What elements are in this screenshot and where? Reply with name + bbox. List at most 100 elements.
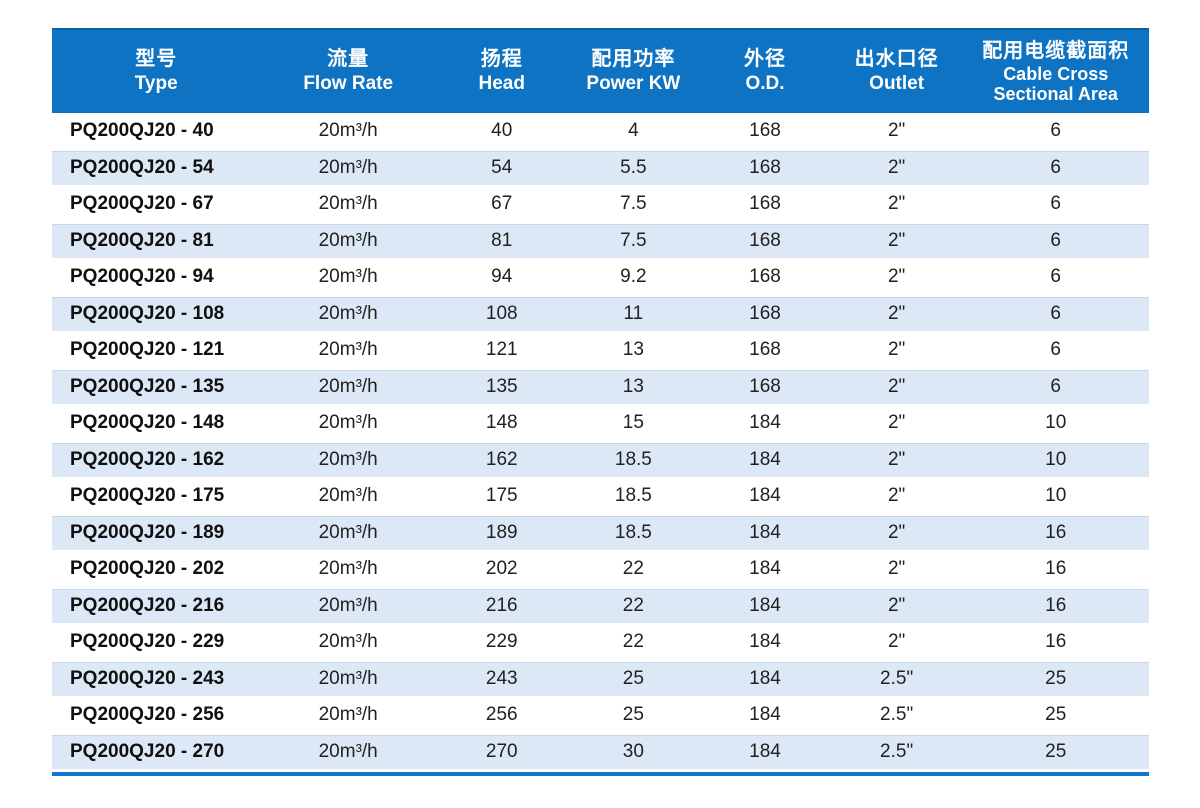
cell-cable: 25 (962, 659, 1149, 698)
cell-outlet: 2" (887, 558, 906, 579)
column-header-cable-zh: 配用电缆截面积 (982, 39, 1130, 62)
cell-outlet: 2" (887, 266, 906, 287)
cell-head: 216 (435, 586, 568, 625)
cell-power: 22 (622, 631, 644, 652)
cell-power: 22 (622, 558, 644, 579)
cell-outlet: 2" (830, 440, 963, 479)
table-row: PQ200QJ20 - 54 20m³/h 54 5.5 168 2" 6 (52, 148, 1149, 187)
cell-od: 184 (699, 586, 831, 625)
cell-flow-rate: 20m³/h (260, 513, 436, 552)
cell-head: 175 (485, 485, 518, 506)
cell-cable: 6 (962, 294, 1149, 333)
cell-cable: 6 (962, 148, 1149, 187)
cell-head: 189 (435, 513, 568, 552)
cell-cable: 16 (1045, 558, 1067, 579)
cell-type: PQ200QJ20 - 189 (52, 513, 261, 552)
cell-outlet: 2" (830, 367, 963, 406)
cell-flow-rate: 20m³/h (260, 367, 436, 406)
cell-power: 9.2 (620, 266, 647, 287)
cell-od: 168 (699, 221, 831, 260)
cell-type: PQ200QJ20 - 256 (70, 704, 225, 725)
cell-power: 11 (567, 294, 700, 333)
cell-cable: 25 (1045, 704, 1067, 725)
column-header-type: 型号 Type (52, 28, 261, 113)
cell-head: 243 (435, 659, 568, 698)
cell-flow-rate: 20m³/h (260, 294, 436, 333)
column-header-head-en: Head (478, 73, 525, 95)
column-header-type-en: Type (134, 73, 178, 95)
pump-spec-table-wrap: 型号 Type 流量 Flow Rate 扬程 Head 配用功率 Power … (52, 28, 1149, 776)
cell-cable: 25 (962, 732, 1149, 771)
cell-type: PQ200QJ20 - 54 (52, 148, 261, 187)
cell-od: 184 (699, 659, 831, 698)
cell-power: 7.5 (567, 221, 700, 260)
cell-power: 22 (567, 586, 700, 625)
cell-flow-rate: 20m³/h (318, 266, 378, 287)
cell-type: PQ200QJ20 - 67 (70, 193, 214, 214)
cell-cable: 10 (962, 440, 1149, 479)
cell-type: PQ200QJ20 - 94 (70, 266, 214, 287)
column-header-type-zh: 型号 (135, 48, 178, 71)
cell-od: 168 (749, 193, 781, 214)
table-body: PQ200QJ20 - 40 20m³/h 40 4 168 2" 6 PQ200QJ20 -… (52, 113, 1149, 771)
cell-head: 229 (485, 631, 518, 652)
table-row: PQ200QJ20 - 162 20m³/h 162 18.5 184 2" 10 (52, 440, 1149, 479)
cell-outlet: 2" (887, 485, 906, 506)
column-header-cable-en: Cable Cross (1003, 63, 1109, 84)
table-row: PQ200QJ20 - 216 20m³/h 216 22 184 2" 16 (52, 586, 1149, 625)
table-row: PQ200QJ20 - 189 20m³/h 189 18.5 184 2" 16 (52, 513, 1149, 552)
table-row: PQ200QJ20 - 175 20m³/h 175 18.5 184 2" 10 (52, 478, 1149, 515)
table-row: PQ200QJ20 - 202 20m³/h 202 22 184 2" 16 (52, 551, 1149, 588)
column-header-outlet: 出水口径 Outlet (830, 28, 963, 113)
column-header-cable-en2: Sectional Area (993, 84, 1118, 104)
header-row: 型号 Type 流量 Flow Rate 扬程 Head 配用功率 Power … (52, 28, 1149, 113)
cell-head: 54 (435, 148, 568, 187)
cell-power: 25 (567, 659, 700, 698)
cell-type: PQ200QJ20 - 135 (52, 367, 261, 406)
cell-head: 108 (435, 294, 568, 333)
cell-od: 184 (749, 412, 781, 433)
column-header-head-zh: 扬程 (480, 48, 523, 71)
cell-power: 7.5 (620, 193, 647, 214)
cell-head: 270 (435, 732, 568, 771)
cell-type: PQ200QJ20 - 162 (52, 440, 261, 479)
cell-outlet: 2" (887, 631, 906, 652)
cell-type: PQ200QJ20 - 148 (70, 412, 225, 433)
cell-head: 67 (491, 193, 513, 214)
cell-power: 18.5 (614, 485, 652, 506)
cell-cable: 10 (1045, 485, 1067, 506)
cell-type: PQ200QJ20 - 229 (70, 631, 225, 652)
cell-od: 168 (749, 266, 781, 287)
cell-head: 256 (485, 704, 518, 725)
table-row: PQ200QJ20 - 270 20m³/h 270 30 184 2.5" 25 (52, 732, 1149, 771)
cell-outlet: 2" (830, 148, 963, 187)
table-row: PQ200QJ20 - 94 20m³/h 94 9.2 168 2" 6 (52, 259, 1149, 296)
cell-od: 168 (699, 294, 831, 333)
cell-flow-rate: 20m³/h (260, 221, 436, 260)
cell-outlet: 2" (830, 586, 963, 625)
cell-od: 184 (749, 704, 781, 725)
cell-type: PQ200QJ20 - 108 (52, 294, 261, 333)
cell-type: PQ200QJ20 - 81 (52, 221, 261, 260)
cell-type: PQ200QJ20 - 216 (52, 586, 261, 625)
column-header-od: 外径 O.D. (699, 28, 831, 113)
table-row: PQ200QJ20 - 229 20m³/h 229 22 184 2" 16 (52, 624, 1149, 661)
cell-head: 81 (435, 221, 568, 260)
cell-flow-rate: 20m³/h (260, 586, 436, 625)
cell-cable: 6 (1050, 339, 1061, 360)
cell-power: 15 (622, 412, 644, 433)
table-row: PQ200QJ20 - 135 20m³/h 135 13 168 2" 6 (52, 367, 1149, 406)
cell-od: 184 (699, 732, 831, 771)
cell-cable: 6 (1050, 119, 1061, 141)
cell-cable: 10 (1045, 412, 1067, 433)
cell-outlet: 2" (887, 412, 906, 433)
cell-outlet: 2.5" (830, 732, 963, 771)
pump-spec-table: 型号 Type 流量 Flow Rate 扬程 Head 配用功率 Power … (52, 28, 1149, 771)
cell-flow-rate: 20m³/h (318, 558, 378, 579)
cell-type: PQ200QJ20 - 175 (70, 485, 225, 506)
cell-od: 184 (749, 631, 781, 652)
cell-type: PQ200QJ20 - 202 (70, 558, 225, 579)
cell-head: 162 (435, 440, 568, 479)
cell-head: 40 (491, 119, 513, 141)
